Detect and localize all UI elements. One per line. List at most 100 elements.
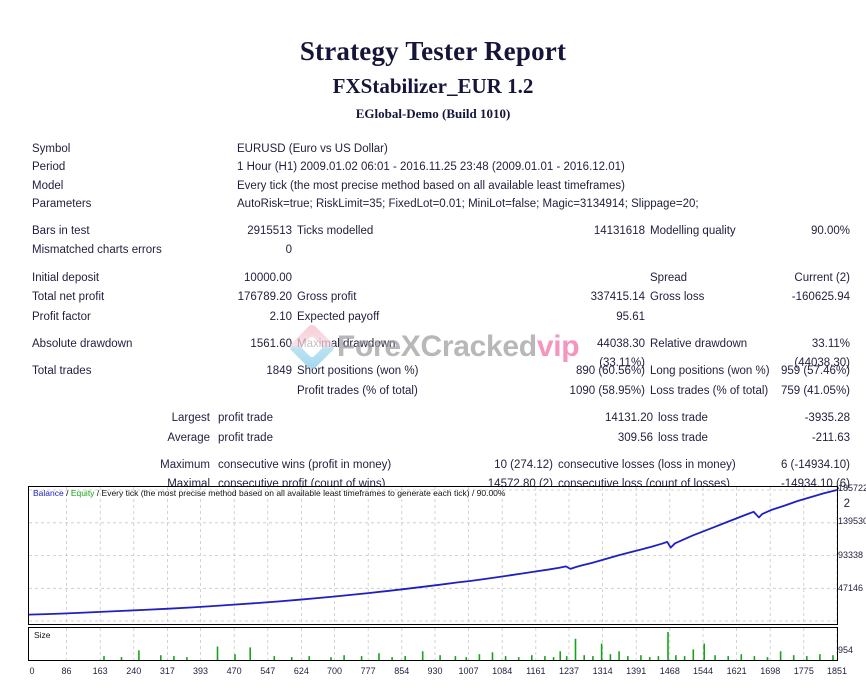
row-initial-deposit: Initial deposit 10000.00 Spread Current … (32, 269, 850, 288)
row-bars-in-test: Bars in test 2915513 Ticks modelled 1413… (32, 222, 850, 241)
value-initial-deposit: 10000.00 (244, 271, 292, 284)
value-gross-loss: -160625.94 (791, 291, 850, 304)
report-info-table: Symbol EURUSD (Euro vs US Dollar) Period… (32, 140, 832, 214)
value-largest-loss-trade: -3935.28 (804, 412, 850, 425)
y-axis-tick-label: 93338 (838, 549, 864, 560)
y-axis-tick-label: 139530 (838, 516, 866, 527)
label-initial-deposit: Initial deposit (32, 271, 100, 284)
row-average-trade: Average profit trade 309.56 loss trade -… (32, 429, 850, 448)
info-label-symbol: Symbol (32, 143, 71, 155)
info-row-symbol: Symbol EURUSD (Euro vs US Dollar) (32, 140, 832, 158)
label-total-trades: Total trades (32, 365, 92, 378)
info-value-model: Every tick (the most precise method base… (237, 179, 625, 192)
ea-name: FXStabilizer_EUR 1.2 (332, 74, 534, 99)
label-gross-profit: Gross profit (297, 291, 357, 304)
info-row-model: Model Every tick (the most precise metho… (32, 177, 832, 195)
label-bars-in-test: Bars in test (32, 225, 90, 237)
label-modelling-quality: Modelling quality (650, 225, 736, 237)
x-axis-tick-label: 470 (226, 666, 242, 676)
label-maximal-drawdown: Maximal drawdown (297, 337, 396, 350)
chart-x-axis: 0 86 163 240 317 393 470 547 624 700 777 854 930 1007… (28, 666, 847, 682)
label-short-positions: Short positions (won %) (297, 365, 419, 378)
legend-sep-1: / (63, 488, 71, 498)
x-axis-tick-label: 777 (360, 666, 376, 676)
value-largest-profit-trade: 14131.20 (605, 412, 653, 425)
label-largest-profit-trade: profit trade (218, 412, 273, 425)
value-absolute-drawdown: 1561.60 (250, 337, 292, 350)
info-value-parameters: AutoRisk=true; RiskLimit=35; FixedLot=0.… (237, 198, 699, 211)
value-total-net-profit: 176789.20 (237, 291, 292, 304)
label-absolute-drawdown: Absolute drawdown (32, 337, 133, 350)
x-axis-tick-label: 854 (394, 666, 410, 676)
info-value-period: 1 Hour (H1) 2009.01.02 06:01 - 2016.11.2… (237, 161, 625, 174)
value-profit-factor: 2.10 (269, 310, 292, 323)
chart-legend: Balance / Equity / Every tick (the most … (33, 488, 505, 499)
x-axis-tick-label: 1161 (526, 666, 546, 676)
row-mismatched-charts-errors: Mismatched charts errors 0 (32, 241, 850, 260)
value-mismatched-charts-errors: 0 (285, 244, 292, 257)
x-axis-tick-label: 0 (29, 666, 35, 676)
info-value-symbol: EURUSD (Euro vs US Dollar) (237, 143, 388, 155)
legend-balance: Balance (33, 488, 64, 498)
row-absolute-drawdown: Absolute drawdown 1561.60 Maximal drawdo… (32, 335, 850, 369)
label-profit-factor: Profit factor (32, 310, 91, 323)
row-profit-trades: Profit trades (% of total) 1090 (58.95%)… (32, 382, 850, 401)
broker-build: EGlobal-Demo (Build 1010) (355, 106, 511, 122)
info-label-period: Period (32, 161, 66, 174)
label-average-loss-trade: loss trade (658, 431, 708, 444)
y-axis-tick-label: 47146 (838, 582, 864, 593)
label-loss-trades: Loss trades (% of total) (650, 384, 769, 397)
info-label-model: Model (32, 179, 64, 192)
label-max-consecutive-losses: consecutive losses (loss in money) (558, 458, 736, 471)
x-axis-tick-label: 930 (427, 666, 443, 676)
info-label-parameters: Parameters (32, 198, 92, 211)
x-axis-tick-label: 1314 (592, 666, 613, 676)
x-axis-tick-label: 163 (92, 666, 108, 676)
x-axis-tick-label: 1544 (692, 666, 713, 676)
label-gross-loss: Gross loss (650, 291, 705, 304)
x-axis-tick-label: 624 (293, 666, 309, 676)
label-relative-drawdown: Relative drawdown (650, 337, 748, 350)
x-axis-tick-label: 547 (260, 666, 276, 676)
label-average-profit-trade: profit trade (218, 431, 273, 444)
x-axis-tick-label: 1391 (626, 666, 647, 676)
row-profit-factor: Profit factor 2.10 Expected payoff 95.61 (32, 308, 850, 327)
x-axis-tick-label: 1775 (793, 666, 814, 676)
x-axis-tick-label: 1851 (826, 666, 848, 676)
x-axis-tick-label: 700 (327, 666, 343, 676)
legend-equity: Equity (70, 488, 95, 498)
value-expected-payoff: 95.61 (616, 310, 645, 323)
lot-size-bars-svg (66, 628, 837, 660)
page-title: Strategy Tester Report (299, 36, 567, 66)
y-axis-tick-label: 185722 (838, 483, 866, 493)
value-total-trades: 1849 (266, 365, 292, 378)
value-average-loss-trade: -211.63 (811, 431, 850, 444)
statistics-table: Bars in test 2915513 Ticks modelled 1413… (32, 222, 850, 514)
value-profit-trades: 1090 (58.95%) (569, 384, 645, 397)
row-maximum-consecutive: Maximum consecutive wins (profit in mone… (32, 456, 850, 475)
x-axis-tick-label: 1084 (492, 666, 513, 676)
label-profit-trades: Profit trades (% of total) (297, 384, 418, 397)
chart-size-panel: Size (28, 627, 838, 661)
label-total-net-profit: Total net profit (32, 291, 105, 304)
label-mismatched-charts-errors: Mismatched charts errors (32, 244, 162, 257)
row-largest-trade: Largest profit trade 14131.20 loss trade… (32, 409, 850, 428)
value-short-positions: 890 (60.56%) (575, 365, 645, 378)
value-modelling-quality: 90.00% (810, 225, 850, 237)
row-total-trades: Total trades 1849 Short positions (won %… (32, 362, 850, 381)
legend-rest: / Every tick (the most precise method ba… (94, 488, 506, 498)
x-axis-tick-label: 393 (193, 666, 209, 676)
label-largest-loss-trade: loss trade (658, 412, 708, 425)
value-average-profit-trade: 309.56 (617, 431, 653, 444)
y-axis-tick-label: 954 (838, 645, 854, 655)
label-maximum: Maximum (160, 458, 210, 471)
value-loss-trades: 759 (41.05%) (780, 384, 850, 397)
x-axis-tick-label: 1237 (558, 666, 579, 676)
x-axis-tick-label: 240 (126, 666, 142, 676)
value-max-consecutive-losses: 6 (-14934.10) (780, 458, 850, 471)
label-long-positions: Long positions (won %) (650, 365, 770, 378)
label-expected-payoff: Expected payoff (297, 310, 380, 323)
x-axis-tick-label: 86 (61, 666, 72, 676)
value-spread: Current (2) (794, 271, 850, 284)
